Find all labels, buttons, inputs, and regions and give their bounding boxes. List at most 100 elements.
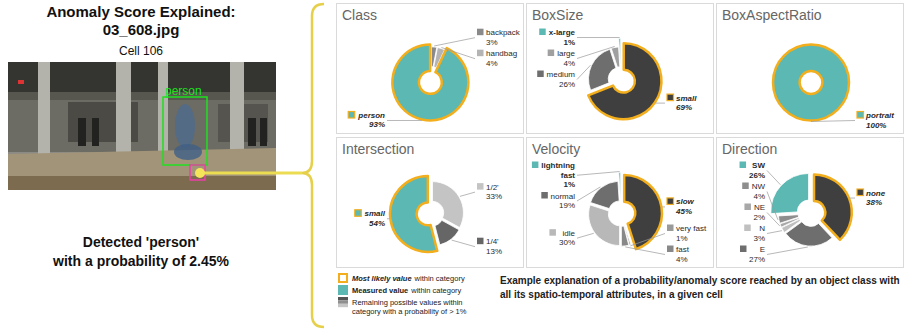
leaders [577, 38, 665, 104]
photo-shape [8, 62, 276, 190]
data-label: small69% [667, 94, 697, 113]
chart-title: Direction [722, 141, 777, 157]
data-label-text: idle30% [559, 229, 576, 248]
text-line: Remaining possible values within [352, 298, 462, 307]
data-label-text: SW26% [749, 161, 765, 180]
data-label-value: 19% [559, 201, 575, 210]
data-label-value: 13% [486, 247, 502, 256]
pie-slice [771, 173, 809, 213]
key-swatch [338, 285, 348, 295]
labels: backpack3%handbag4%person93% [348, 28, 521, 129]
pie-panel: Intersection1/2'33%1/4'13%small54% [337, 138, 524, 268]
text-line: E [760, 245, 765, 254]
photo-shape [8, 176, 276, 190]
labels: portrait100% [857, 111, 894, 130]
key-text: Measured valuewithin category [352, 286, 462, 295]
key-swatch [339, 274, 347, 282]
label-swatch [742, 183, 749, 190]
data-label: person93% [348, 111, 385, 129]
leaders [387, 38, 475, 121]
data-label-value: 4% [753, 192, 765, 201]
pie-slice [588, 43, 661, 119]
labels: small69%medium26%large4%x-large1% [537, 28, 697, 112]
title: 03_608.jpg [103, 21, 180, 38]
text-line: medium [547, 70, 576, 79]
data-label-value: 4% [676, 255, 688, 264]
leader-line [850, 198, 855, 199]
text-line: lightning [541, 161, 575, 170]
detection-box [163, 97, 207, 165]
pie-slice [773, 45, 849, 121]
leaders [767, 171, 855, 255]
panel-frame [337, 4, 524, 134]
slices [588, 39, 661, 120]
data-label: E27% [740, 245, 765, 264]
photo-shape [260, 118, 267, 146]
text-line: 1/4' [486, 237, 499, 246]
label-swatch [857, 189, 864, 196]
pointer-dot [195, 168, 205, 178]
label-swatch [744, 204, 751, 211]
photo-shape [8, 148, 276, 190]
data-label-value: 1% [563, 180, 575, 189]
data-label-value: 3% [753, 234, 765, 243]
data-label-value: 45% [675, 207, 692, 216]
pie-slice [619, 39, 621, 66]
label-swatch [477, 238, 484, 245]
key-text: Remaining possible values withincategory… [352, 298, 467, 316]
label-swatch [539, 29, 546, 36]
pie-slice [814, 174, 852, 240]
data-label-text: small54% [365, 209, 386, 228]
text-line: small [676, 94, 697, 103]
pie-slice [390, 176, 437, 252]
data-label: N3% [744, 224, 765, 243]
data-label: 1/4'13% [477, 237, 502, 256]
leader-line [452, 240, 475, 247]
pie-slice [392, 44, 468, 120]
data-label-text: NW4% [752, 182, 766, 201]
label-swatch [541, 192, 548, 199]
data-label-value: 4% [563, 59, 575, 68]
leader-line [767, 192, 778, 220]
leader-line [387, 120, 422, 121]
text-line: Example explanation of a probability/ano… [500, 275, 900, 286]
key: Most likely valuewithin categoryMeasured… [338, 274, 467, 316]
photo-shape [78, 118, 86, 146]
chart-title: Class [342, 7, 377, 23]
data-label: fast4% [667, 245, 690, 264]
data-label-text: E27% [749, 245, 765, 264]
text-line: fast [676, 245, 690, 254]
leader-line [441, 47, 475, 58]
photo-shape [116, 62, 131, 158]
detection-text: Detected 'person' [83, 234, 199, 250]
leader-line [460, 192, 475, 196]
leader-line [662, 206, 665, 207]
text-line: idle [563, 229, 576, 238]
label-swatch [740, 162, 747, 169]
photo-shape [230, 62, 244, 158]
bracket [302, 4, 324, 327]
text-line: SW [752, 161, 765, 170]
data-label-text: lightningfast1% [541, 161, 575, 189]
text-line: none [866, 189, 886, 198]
data-label: x-large1% [539, 28, 575, 47]
data-label-value: 100% [866, 121, 886, 130]
data-label-value: 1% [676, 234, 688, 243]
photo-shape [174, 144, 202, 160]
pie-slice [778, 215, 798, 224]
data-label-value: 93% [369, 120, 385, 129]
data-label-value: 26% [749, 171, 765, 180]
data-label: 1/2'33% [477, 183, 502, 202]
label-swatch [667, 246, 674, 253]
pie-slice [621, 226, 628, 246]
data-label-value: 3% [486, 38, 498, 47]
pie-panel: BoxSizesmall69%medium26%large4%x-large1% [527, 4, 714, 134]
panel-frame [717, 138, 904, 268]
data-label-value: 27% [749, 255, 765, 264]
data-label-value: 4% [486, 59, 498, 68]
leader-line [434, 38, 475, 46]
data-label-value: 26% [559, 80, 575, 89]
leader-line [767, 171, 780, 185]
text-line: fast [561, 171, 576, 180]
text-line: NW [752, 182, 766, 191]
